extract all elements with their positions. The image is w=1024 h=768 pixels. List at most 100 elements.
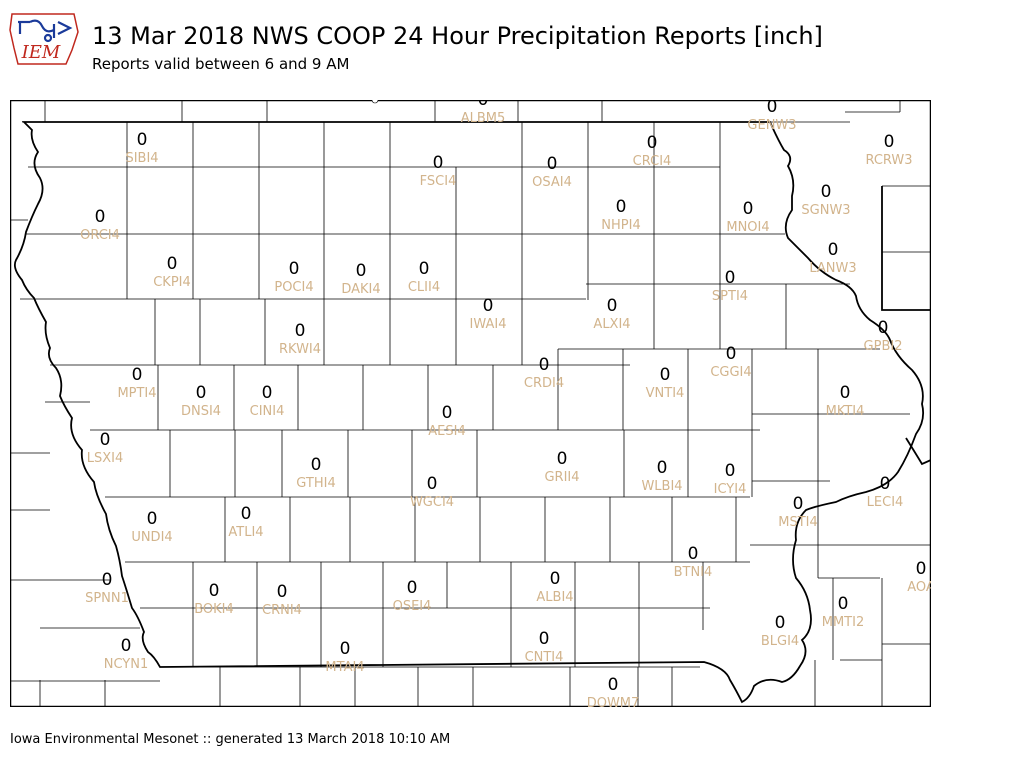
- station-id: MMTI2: [822, 615, 864, 630]
- station-id: RKWI4: [279, 342, 321, 357]
- station-value: 0: [539, 355, 550, 375]
- station-value: 0: [442, 403, 453, 423]
- station-id: ALBM5: [461, 111, 506, 126]
- station-value: 0: [209, 581, 220, 601]
- station-id: ALXI4: [593, 317, 630, 332]
- station-value: 0: [726, 344, 737, 364]
- station-id: CRCI4: [633, 154, 672, 169]
- station-id: DOWM7: [587, 696, 640, 707]
- station-value: 0: [478, 100, 489, 110]
- station-value: 0: [647, 133, 658, 153]
- station-id: RCRW3: [865, 153, 912, 168]
- station-value: 0: [289, 259, 300, 279]
- station-value: 0: [793, 494, 804, 514]
- station-value: 0: [419, 259, 430, 279]
- station-value: 0: [241, 504, 252, 524]
- station-value: 0: [547, 154, 558, 174]
- station-value: 0: [311, 455, 322, 475]
- station-value: 0: [657, 458, 668, 478]
- station-value: 0: [262, 383, 273, 403]
- station-value: 0: [427, 474, 438, 494]
- station-value: 0: [95, 207, 106, 227]
- station-value: 0: [483, 296, 494, 316]
- station-id: ICYI4: [714, 482, 747, 497]
- station-value: 0: [608, 675, 619, 695]
- station-value: 0: [828, 240, 839, 260]
- station-id: POCI4: [274, 280, 313, 295]
- station-id: CRDI4: [524, 376, 564, 391]
- station-value: 0: [356, 261, 367, 281]
- station-id: BTNI4: [674, 565, 713, 580]
- station-value: 0: [295, 321, 306, 341]
- station-value: 0: [880, 474, 891, 494]
- page-title: 13 Mar 2018 NWS COOP 24 Hour Precipitati…: [92, 22, 823, 50]
- station-id: MNOI4: [726, 220, 769, 235]
- station-value: 0: [340, 639, 351, 659]
- station-value: 0: [821, 182, 832, 202]
- station-value: 0: [407, 578, 418, 598]
- station-value: 0: [840, 383, 851, 403]
- station-markers: [371, 100, 379, 104]
- station-id: ATLI4: [228, 525, 263, 540]
- station-id: ALBI4: [536, 590, 573, 605]
- station-id: GENW3: [747, 118, 796, 133]
- station-id: CGGI4: [710, 365, 751, 380]
- station-value: 0: [147, 509, 158, 529]
- station-id: WLBI4: [641, 479, 682, 494]
- station-value: 0: [743, 199, 754, 219]
- station-id: CNTI4: [525, 650, 564, 665]
- station-id: GPBI2: [864, 339, 903, 354]
- station-id: MTAI4: [325, 660, 364, 675]
- station-id: VNTI4: [646, 386, 685, 401]
- station-id: BLGI4: [761, 634, 799, 649]
- station-id: SGNW3: [801, 203, 850, 218]
- station-id: SPNN1: [85, 591, 129, 606]
- precipitation-map: 0 ALBM5 0 GENW3 0 SIBI4 0 FSCI4 0 OSAI4 0 CRCI4 0 RCR…: [10, 100, 931, 707]
- station-id: OSEI4: [393, 599, 432, 614]
- station-id: GRII4: [544, 470, 579, 485]
- logo-text: IEM: [21, 42, 61, 63]
- station-id: OSAI4: [532, 175, 572, 190]
- state-boundaries: [13, 121, 931, 704]
- station-id: CLII4: [408, 280, 440, 295]
- station-value: 0: [775, 613, 786, 633]
- station-value: 0: [725, 268, 736, 288]
- station-value: 0: [878, 318, 889, 338]
- station-value: 0: [838, 594, 849, 614]
- station-value: 0: [616, 197, 627, 217]
- station-value: 0: [167, 254, 178, 274]
- station-value: 0: [550, 569, 561, 589]
- station-id: LANW3: [809, 261, 856, 276]
- station-id: BOKI4: [194, 602, 234, 617]
